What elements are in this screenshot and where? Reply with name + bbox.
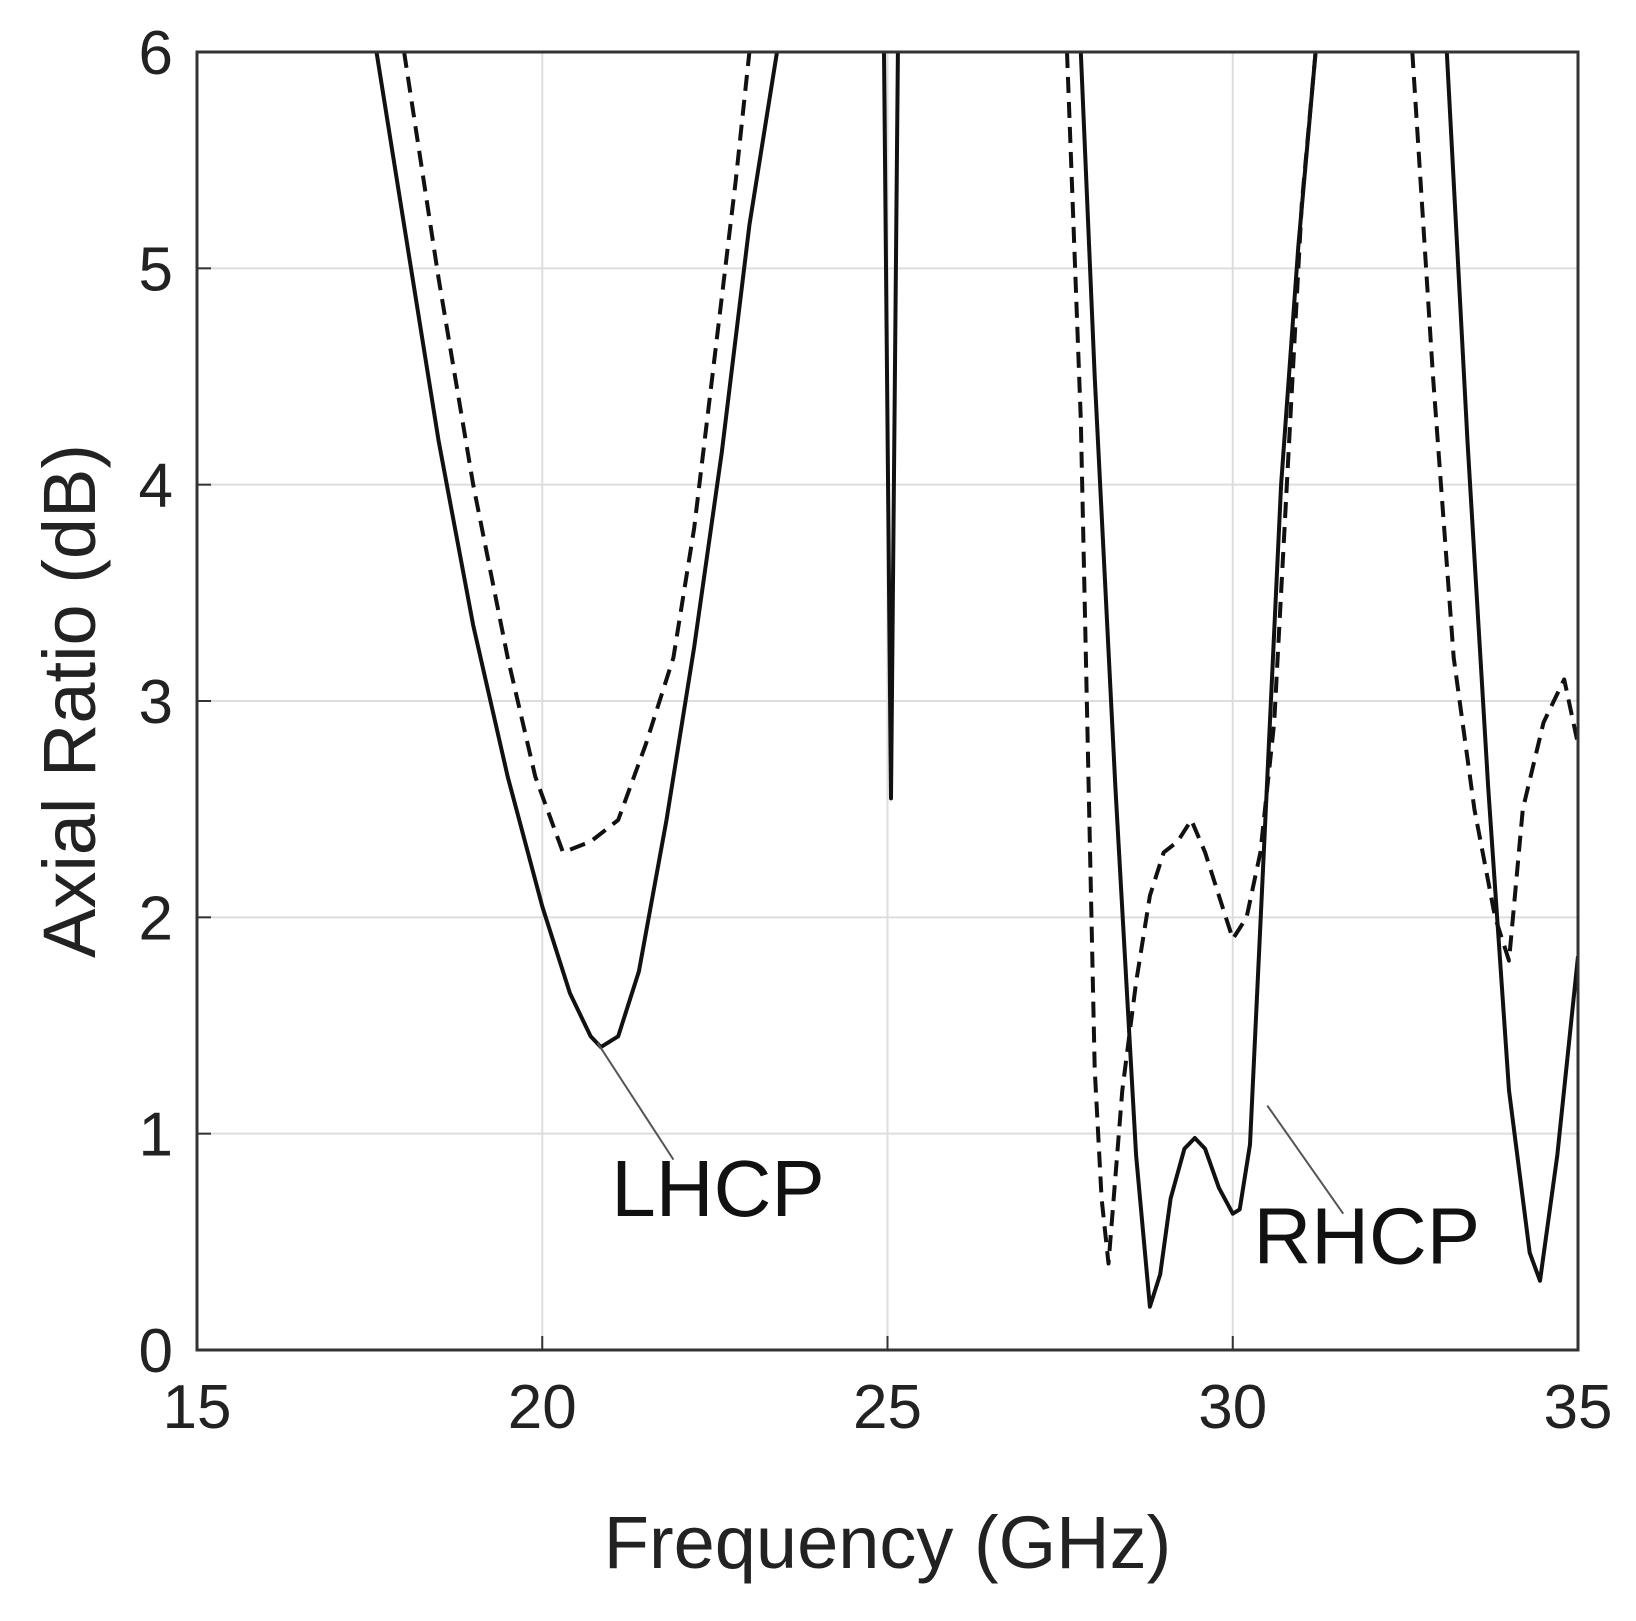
x-tick-label: 20 [508, 1373, 577, 1442]
series-solid-line [374, 52, 779, 1050]
x-tick-label: 30 [1198, 1373, 1267, 1442]
x-tick-label: 35 [1544, 1373, 1613, 1442]
series-dashed-line [1410, 52, 1578, 963]
y-tick-label: 5 [139, 235, 173, 304]
y-tick-label: 4 [139, 452, 173, 521]
axis-ticks: 15 20 25 30 35 0 1 2 3 4 5 6 [139, 19, 1613, 1442]
y-tick-label: 6 [139, 19, 173, 88]
y-tick-label: 0 [139, 1317, 173, 1386]
annotation-lhcp-label: LHCP [611, 1144, 824, 1233]
y-axis-title: Axial Ratio (dB) [28, 444, 111, 958]
x-tick-label: 15 [163, 1373, 232, 1442]
annotation-rhcp-label: RHCP [1253, 1191, 1480, 1280]
series-dashed-line [1065, 52, 1318, 1266]
series-lines [374, 52, 1578, 1309]
x-axis-title: Frequency (GHz) [604, 1501, 1171, 1584]
annotation-pointer [596, 1042, 675, 1161]
series-dashed-line [402, 52, 752, 855]
y-tick-label: 3 [139, 668, 173, 737]
annotations: LHCP RHCP [596, 1042, 1480, 1280]
y-tick-label: 2 [139, 884, 173, 953]
annotation-pointer [1266, 1104, 1345, 1215]
series-solid-line [882, 52, 900, 801]
x-tick-label: 25 [853, 1373, 922, 1442]
y-tick-label: 1 [139, 1101, 173, 1170]
series-solid-line [1444, 52, 1578, 1283]
series-solid-line [1078, 52, 1318, 1309]
